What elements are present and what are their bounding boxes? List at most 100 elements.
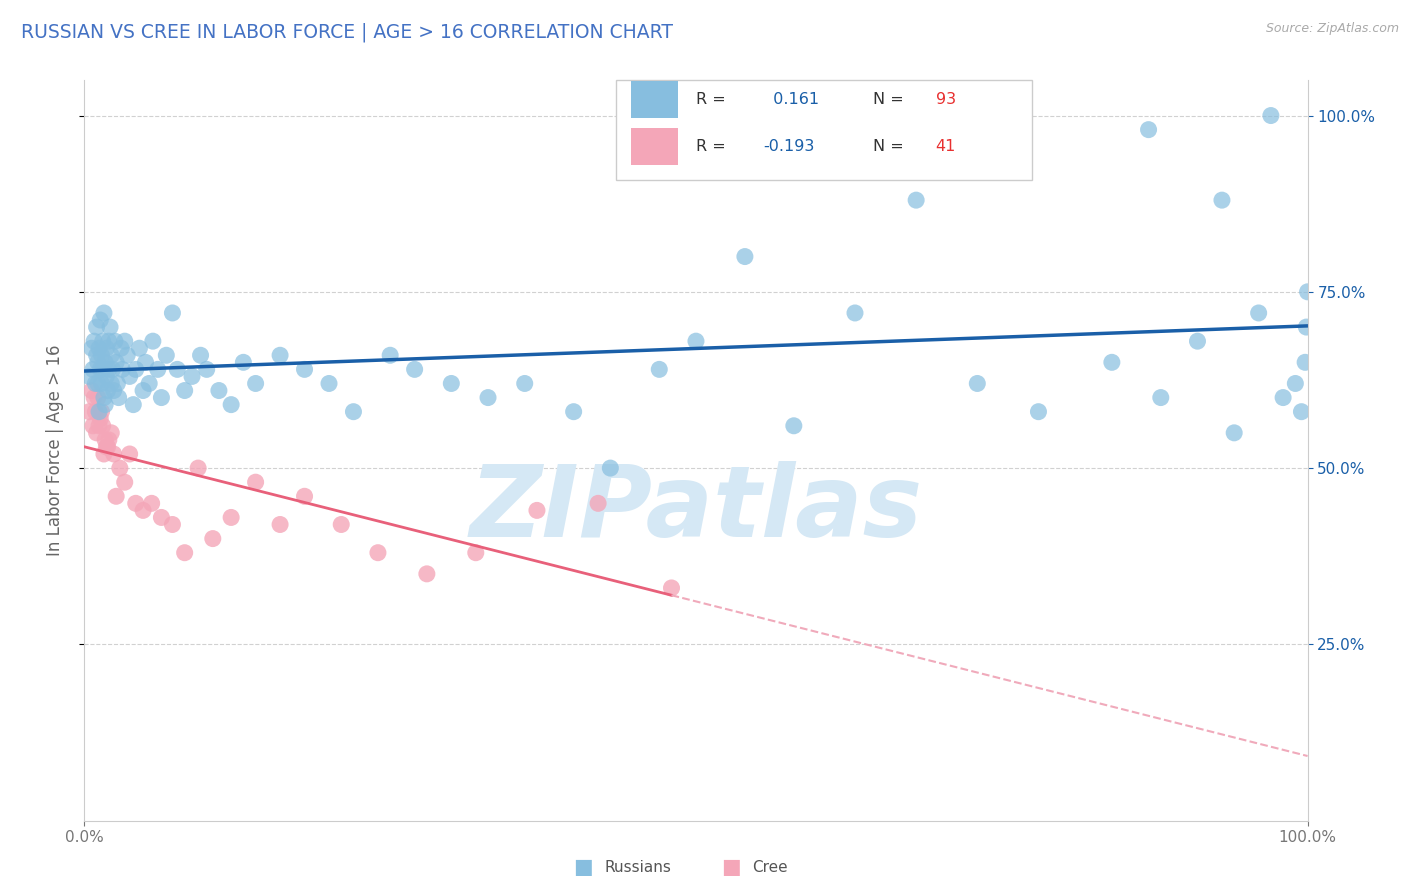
Point bbox=[80, 384, 103, 398]
Point bbox=[96, 341, 118, 355]
Point bbox=[734, 250, 756, 264]
Point bbox=[905, 193, 928, 207]
Point bbox=[661, 581, 683, 595]
Text: 41: 41 bbox=[936, 139, 956, 154]
Point bbox=[87, 391, 110, 405]
Point bbox=[513, 376, 536, 391]
Point bbox=[83, 334, 105, 348]
Point bbox=[269, 348, 291, 362]
Point bbox=[125, 362, 148, 376]
Point bbox=[96, 369, 118, 384]
Point bbox=[190, 348, 212, 362]
Point bbox=[1150, 391, 1173, 405]
Point bbox=[1211, 193, 1233, 207]
Point bbox=[86, 348, 108, 362]
Point bbox=[91, 418, 114, 433]
Point bbox=[84, 376, 107, 391]
Point bbox=[128, 341, 150, 355]
Point bbox=[294, 362, 316, 376]
Point bbox=[966, 376, 988, 391]
Text: ■: ■ bbox=[574, 857, 593, 877]
Point bbox=[104, 334, 127, 348]
Point bbox=[87, 418, 110, 433]
Point bbox=[1247, 306, 1270, 320]
Point bbox=[94, 433, 117, 447]
Point bbox=[89, 362, 111, 376]
Point bbox=[269, 517, 291, 532]
Point bbox=[245, 376, 267, 391]
Point bbox=[586, 496, 609, 510]
Point bbox=[477, 391, 499, 405]
Point bbox=[464, 546, 486, 560]
Point bbox=[1284, 376, 1306, 391]
Point bbox=[219, 398, 242, 412]
Point bbox=[125, 496, 148, 510]
Text: ZIPatlas: ZIPatlas bbox=[470, 461, 922, 558]
Text: R =: R = bbox=[696, 92, 725, 107]
Point bbox=[1291, 405, 1313, 419]
Point bbox=[162, 517, 184, 532]
Point bbox=[195, 362, 218, 376]
Point bbox=[93, 391, 115, 405]
Point bbox=[89, 313, 111, 327]
Text: Cree: Cree bbox=[752, 860, 787, 874]
Text: N =: N = bbox=[873, 92, 904, 107]
Point bbox=[318, 376, 340, 391]
Text: Source: ZipAtlas.com: Source: ZipAtlas.com bbox=[1265, 22, 1399, 36]
Point bbox=[111, 362, 134, 376]
Point bbox=[208, 384, 231, 398]
Point bbox=[219, 510, 242, 524]
Point bbox=[367, 546, 389, 560]
Point bbox=[122, 398, 145, 412]
Point bbox=[100, 348, 122, 362]
Text: Russians: Russians bbox=[605, 860, 672, 874]
Point bbox=[155, 348, 177, 362]
Point bbox=[150, 391, 173, 405]
Point bbox=[404, 362, 426, 376]
Point bbox=[97, 433, 120, 447]
Text: R =: R = bbox=[696, 139, 725, 154]
Point bbox=[1028, 405, 1050, 419]
Point bbox=[173, 546, 195, 560]
Point bbox=[107, 391, 129, 405]
Point bbox=[118, 447, 141, 461]
Point bbox=[142, 334, 165, 348]
Point bbox=[105, 355, 128, 369]
Y-axis label: In Labor Force | Age > 16: In Labor Force | Age > 16 bbox=[45, 344, 63, 557]
Point bbox=[844, 306, 866, 320]
Point bbox=[84, 405, 107, 419]
Point bbox=[89, 411, 111, 425]
Point bbox=[97, 334, 120, 348]
Point bbox=[96, 440, 118, 454]
Point bbox=[146, 362, 169, 376]
Point bbox=[118, 369, 141, 384]
Point bbox=[82, 362, 104, 376]
Point bbox=[1260, 109, 1282, 123]
Point bbox=[87, 405, 110, 419]
Point bbox=[330, 517, 353, 532]
Point bbox=[87, 376, 110, 391]
Point bbox=[97, 440, 120, 454]
Point bbox=[87, 341, 110, 355]
Point bbox=[108, 461, 131, 475]
Point bbox=[1296, 285, 1319, 299]
Point bbox=[294, 489, 316, 503]
Point bbox=[150, 510, 173, 524]
Point bbox=[100, 376, 122, 391]
FancyBboxPatch shape bbox=[616, 80, 1032, 180]
Point bbox=[1187, 334, 1209, 348]
Point bbox=[245, 475, 267, 490]
Point bbox=[141, 496, 163, 510]
Point bbox=[80, 341, 103, 355]
Point bbox=[440, 376, 463, 391]
Point bbox=[90, 348, 112, 362]
Point bbox=[86, 425, 108, 440]
Point bbox=[416, 566, 439, 581]
Point bbox=[1101, 355, 1123, 369]
Point bbox=[103, 384, 125, 398]
Point bbox=[103, 447, 125, 461]
Point bbox=[97, 362, 120, 376]
Point bbox=[648, 362, 671, 376]
Point bbox=[135, 355, 157, 369]
Point bbox=[115, 348, 138, 362]
